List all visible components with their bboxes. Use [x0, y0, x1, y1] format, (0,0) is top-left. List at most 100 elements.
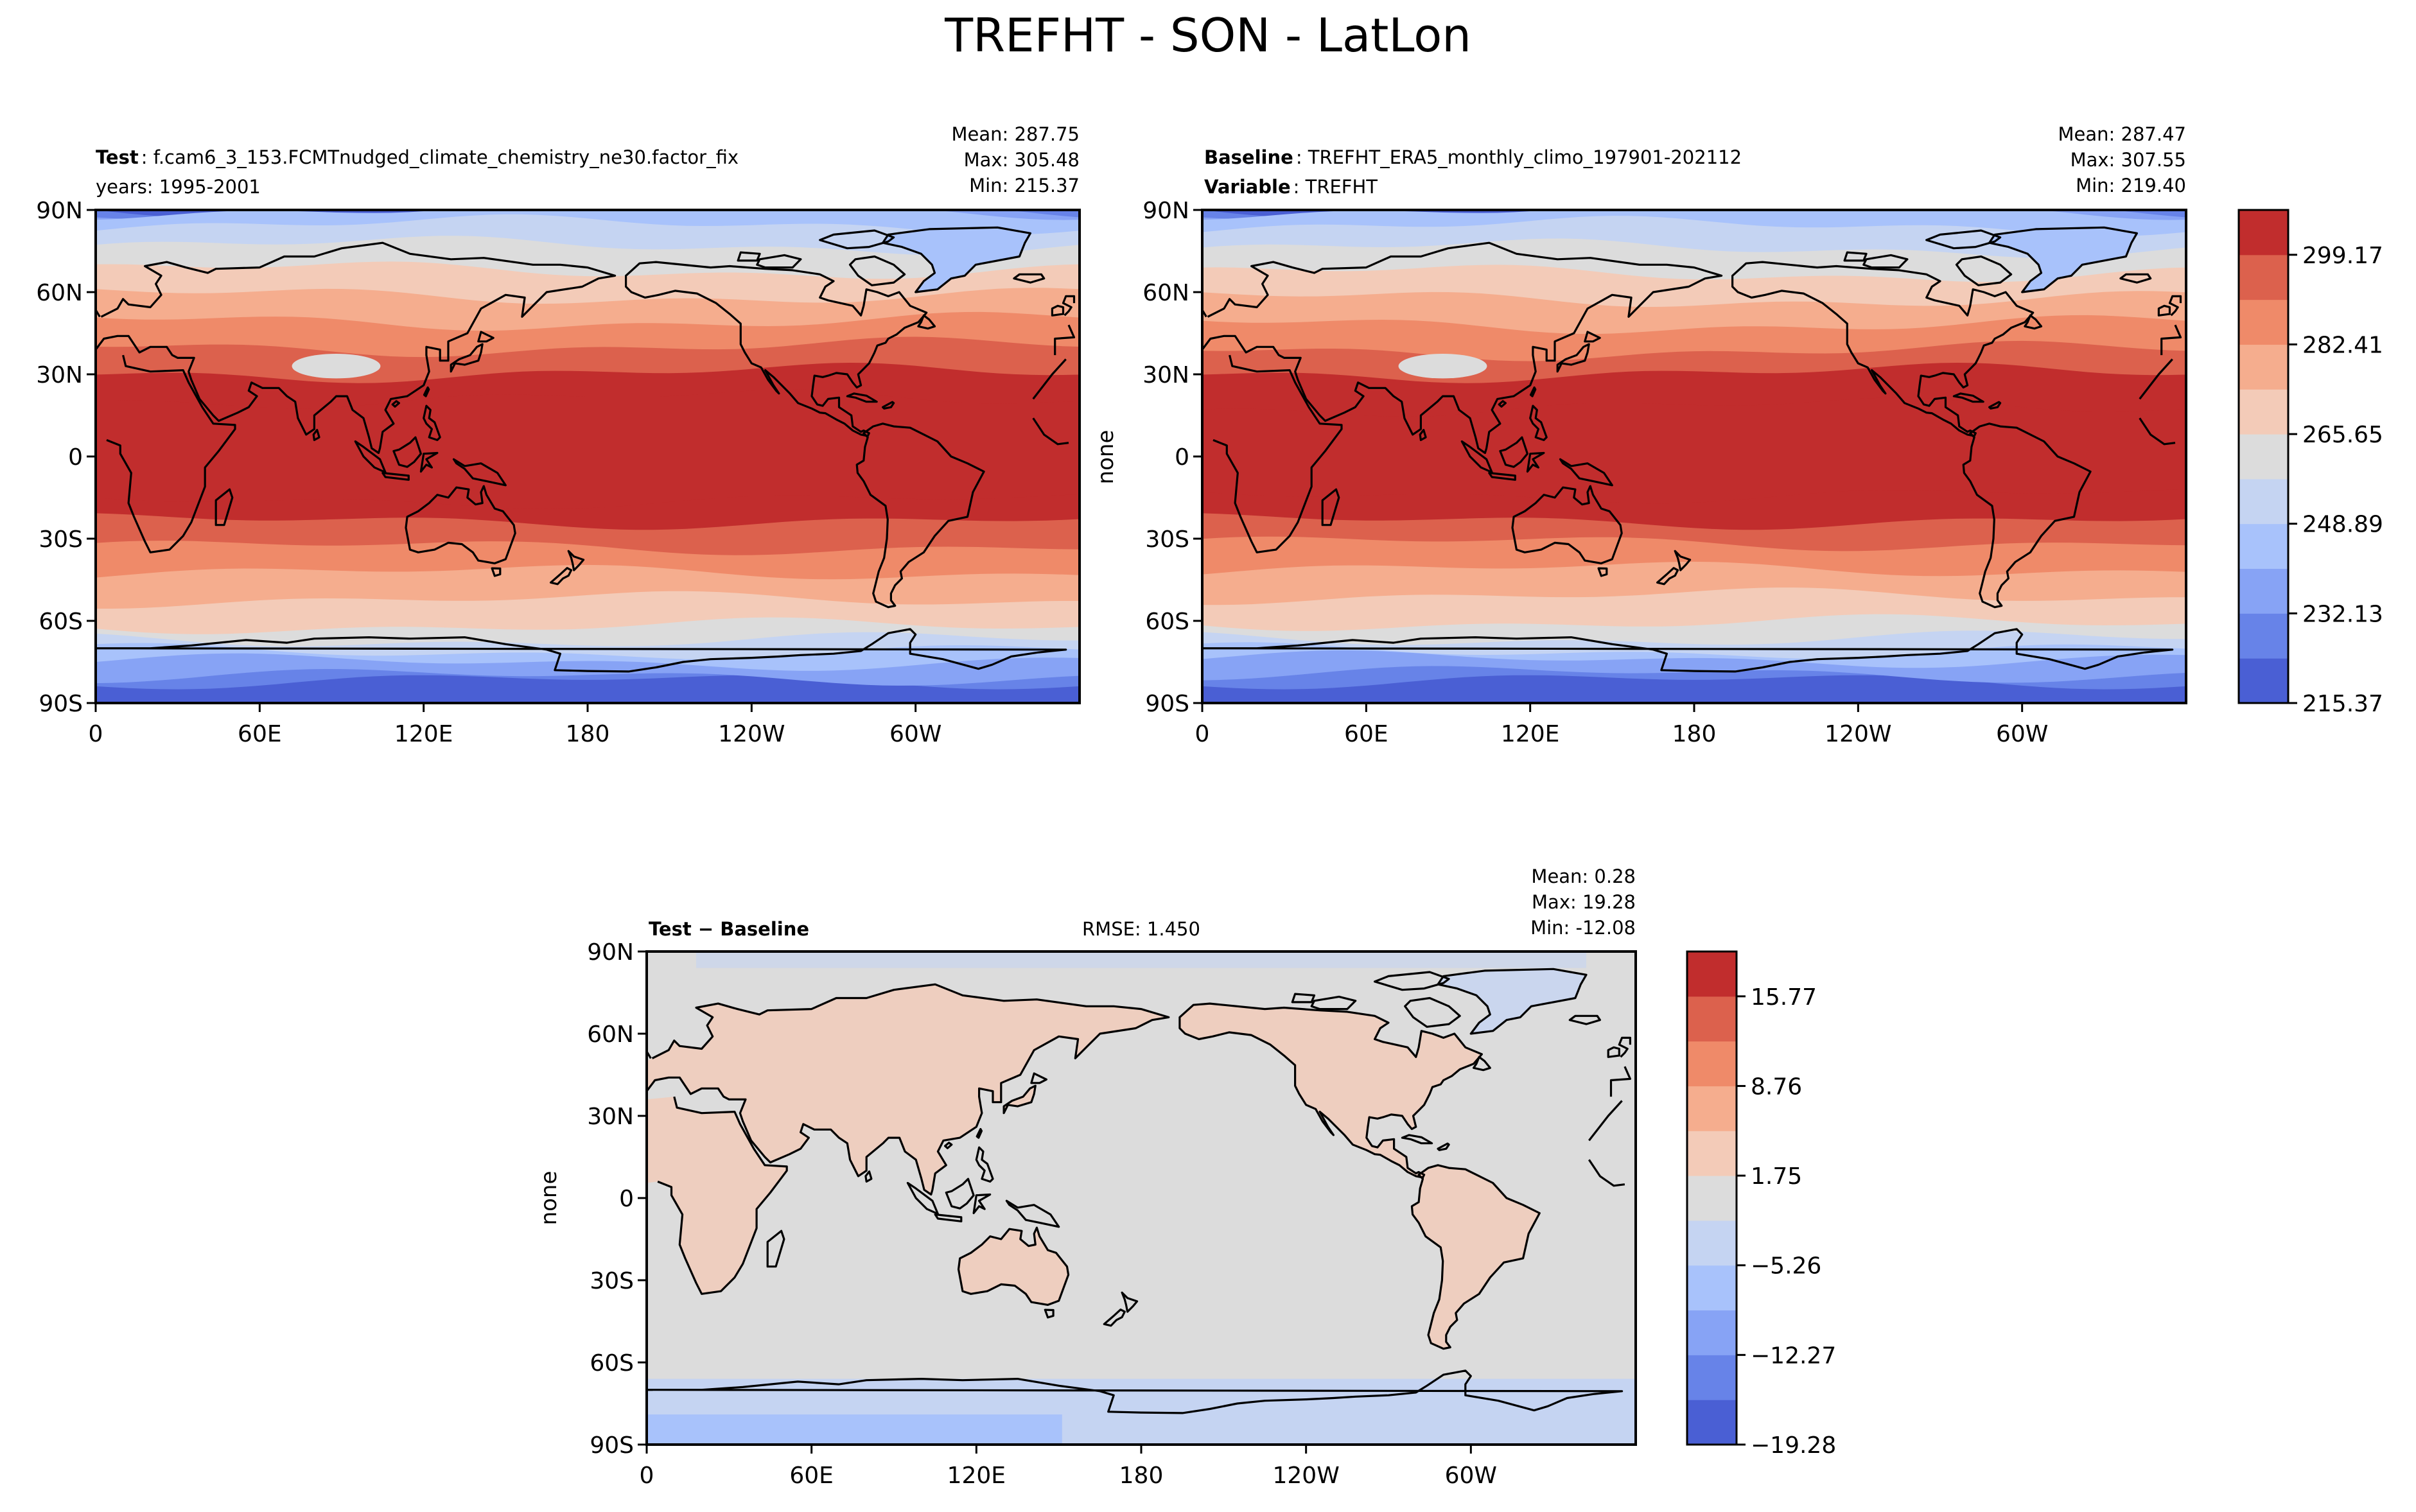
coastline-java: [934, 1213, 963, 1222]
test-label-bold: Test: [96, 146, 139, 168]
test-years: years: 1995-2001: [96, 176, 261, 198]
coastline-ireland: [2157, 304, 2171, 317]
diff-land-greenland: [1438, 969, 1586, 1034]
baseline-label-text: : TREFHT_ERA5_monthly_climo_197901-20211…: [1296, 146, 1742, 168]
colorbar-segment: [1687, 1131, 1737, 1176]
y-tick-label: 60N: [36, 280, 83, 306]
tibet-cold: [1398, 354, 1487, 379]
coastline-victoria: [1862, 254, 1909, 269]
colorbar-segment: [1687, 952, 1737, 997]
coastline-antarctica-0: [96, 628, 1067, 703]
baseline-mean: Mean: 287.47: [2058, 123, 2186, 145]
coastline-sulawesi: [419, 451, 439, 473]
coastline-southamerica: [1410, 1164, 1541, 1350]
baseline-panel: Baseline: TREFHT_ERA5_monthly_climo_1979…: [1093, 123, 2187, 747]
coastline-southamerica: [1962, 422, 2092, 609]
baseline-field: [1202, 210, 2186, 703]
difference-max: Max: 19.28: [1532, 891, 1636, 913]
coastline-australia: [405, 485, 516, 564]
coastline-japan: [1556, 343, 1590, 373]
x-tick-label: 60E: [789, 1463, 834, 1489]
y-tick-label: 90S: [590, 1432, 634, 1459]
coastline-cuba: [1952, 392, 1984, 403]
x-tick-label: 0: [89, 721, 103, 747]
difference-min: Min: -12.08: [1530, 917, 1636, 939]
coastline-africa-2: [1032, 417, 1069, 446]
coastline-tasmania: [1044, 1308, 1055, 1319]
x-tick-label: 120W: [1825, 721, 1891, 747]
x-tick-label: 60E: [1344, 721, 1388, 747]
coastline-australia: [1511, 485, 1623, 564]
coastline-sulawesi: [972, 1193, 992, 1215]
coastline-srilanka: [1419, 429, 1427, 441]
test-max: Max: 305.48: [964, 149, 1080, 171]
svg-text:Baseline: TREFHT_ERA5_monthly_: Baseline: TREFHT_ERA5_monthly_climo_1979…: [1204, 146, 1742, 168]
colorbar-tick-label: 8.76: [1751, 1073, 1802, 1100]
main-colorbar: 299.17 282.41 265.65 248.89 232.13 215.37: [2237, 209, 2383, 717]
y-tick-label: 60S: [39, 609, 83, 635]
x-tick-label: 120W: [1273, 1463, 1340, 1489]
baseline-yaxis: 90N 60N 30N 0 30S 60S 90S: [1142, 198, 1202, 717]
coastline-tasmania: [491, 567, 502, 577]
coastline-taiwan: [976, 1127, 983, 1139]
baseline-coastlines: [1202, 226, 2182, 703]
test-yaxis: 90N 60N 30N 0 30S 60S 90S: [36, 198, 96, 717]
coastline-java: [381, 472, 410, 481]
test-field: [96, 210, 1080, 703]
coastline-eurasia-0: [1609, 1066, 1631, 1097]
y-tick-label: 60S: [590, 1350, 634, 1377]
coastline-africa-2: [2139, 417, 2176, 446]
coastline-madagascar: [1321, 488, 1340, 526]
coastline-philippines: [975, 1146, 994, 1183]
coastline-antarctica-0: [1202, 628, 2174, 703]
colorbar-segment: [1687, 1265, 1737, 1311]
coastline-eurasia-0: [2160, 324, 2182, 356]
greenland-cold: [1989, 227, 2137, 292]
coastline-nz_south: [1656, 567, 1679, 586]
y-tick-label: 30S: [1145, 526, 1189, 553]
colorbar-tick-label: 248.89: [2302, 512, 2383, 538]
difference-coastlines: [647, 968, 1631, 1445]
colorbar-segment: [2239, 254, 2288, 300]
coastline-britain-2: [1062, 295, 1076, 317]
coastline-hainan: [944, 1142, 953, 1149]
coastline-hainan: [1498, 400, 1507, 408]
coastline-ireland: [1051, 304, 1065, 317]
coastline-eurasia-1: [1202, 241, 1723, 455]
y-tick-label: 30S: [39, 526, 83, 553]
baseline-min: Min: 219.40: [2076, 175, 2186, 196]
colorbar-tick-label: 299.17: [2302, 243, 2383, 269]
coastline-africa-0: [1032, 358, 1067, 400]
coastline-nz_south: [550, 567, 573, 586]
coastline-borneo: [945, 1177, 975, 1210]
coastline-borneo: [392, 436, 422, 468]
coastline-nz_north: [567, 550, 585, 571]
colorbar-segment: [1687, 1041, 1737, 1086]
colorbar-frame: [2237, 209, 2289, 704]
difference-yaxis: 90N 60N 30N 0 30S 60S 90S: [587, 939, 647, 1459]
colorbar-segment: [2239, 210, 2288, 256]
colorbar-tick-label: 282.41: [2302, 332, 2383, 358]
test-label-text: : f.cam6_3_153.FCMTnudged_climate_chemis…: [141, 146, 739, 168]
coastline-newguinea: [452, 458, 507, 487]
colorbar-segment: [2239, 344, 2288, 390]
colorbar-segment: [1687, 1310, 1737, 1355]
coastline-greenland: [882, 226, 1031, 293]
coastline-hispaniola: [1437, 1142, 1450, 1151]
colorbar-segment: [1687, 1400, 1737, 1445]
colorbar-tick-label: −12.27: [1751, 1343, 1836, 1369]
colorbar-segment: [2239, 613, 2288, 659]
diff-land-australia: [958, 1228, 1069, 1305]
rmse-label: RMSE: 1.450: [1082, 918, 1200, 940]
diff-land-southamerica: [1412, 1165, 1540, 1349]
baseline-map: [1202, 210, 2186, 703]
coastline-japan: [450, 343, 484, 373]
coastline-srilanka: [864, 1170, 873, 1183]
y-tick-label: 60N: [587, 1021, 634, 1048]
test-panel-header: Test: f.cam6_3_153.FCMTnudged_climate_ch…: [96, 123, 1080, 198]
colorbar-tick-label: 215.37: [2302, 691, 2383, 717]
coastline-africa-2: [1588, 1159, 1625, 1187]
difference-mean: Mean: 0.28: [1531, 865, 1636, 887]
coastline-newfoundland: [1473, 1056, 1491, 1072]
